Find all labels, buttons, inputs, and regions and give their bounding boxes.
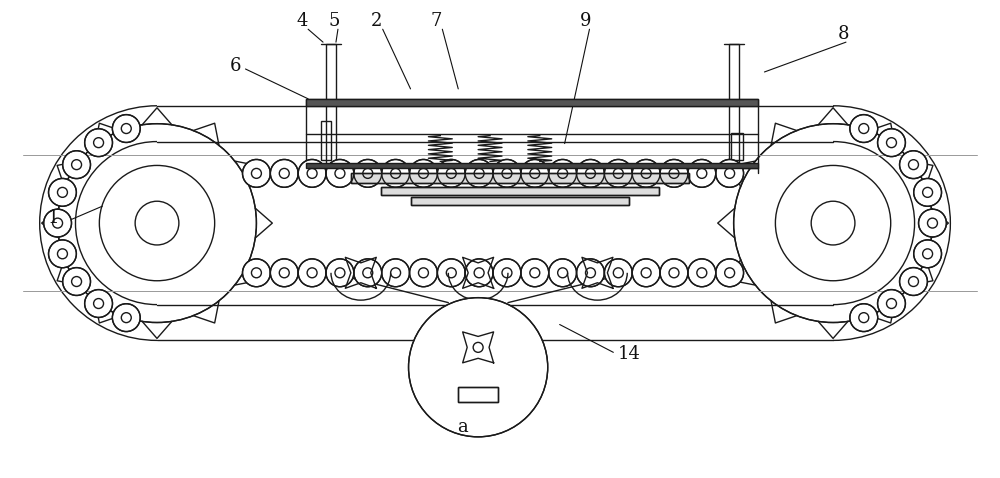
Text: 2: 2 xyxy=(371,12,382,30)
Circle shape xyxy=(270,160,298,187)
Circle shape xyxy=(493,160,521,187)
Circle shape xyxy=(521,160,549,187)
Circle shape xyxy=(878,129,905,157)
Circle shape xyxy=(577,160,604,187)
Circle shape xyxy=(63,268,90,295)
Bar xyxy=(306,99,758,106)
Circle shape xyxy=(112,115,140,142)
Circle shape xyxy=(243,160,270,187)
Text: 1: 1 xyxy=(48,209,59,227)
Circle shape xyxy=(410,160,437,187)
Bar xyxy=(381,187,659,195)
Circle shape xyxy=(112,304,140,332)
Bar xyxy=(411,197,629,205)
Circle shape xyxy=(521,259,549,287)
Text: 14: 14 xyxy=(617,345,640,363)
Circle shape xyxy=(632,160,660,187)
Circle shape xyxy=(734,124,932,323)
Circle shape xyxy=(716,259,744,287)
Circle shape xyxy=(716,160,744,187)
Circle shape xyxy=(919,209,946,237)
Bar xyxy=(351,174,689,184)
Circle shape xyxy=(914,240,942,268)
Circle shape xyxy=(465,160,493,187)
Circle shape xyxy=(326,160,354,187)
Circle shape xyxy=(63,151,90,179)
Text: 7: 7 xyxy=(430,12,442,30)
Circle shape xyxy=(850,304,878,332)
Circle shape xyxy=(243,259,270,287)
Circle shape xyxy=(549,259,577,287)
Circle shape xyxy=(900,268,927,295)
Circle shape xyxy=(437,259,465,287)
Text: 8: 8 xyxy=(838,25,850,43)
Circle shape xyxy=(914,178,942,206)
Text: 5: 5 xyxy=(329,12,340,30)
Circle shape xyxy=(850,115,878,142)
Circle shape xyxy=(660,259,688,287)
Circle shape xyxy=(270,259,298,287)
Bar xyxy=(306,163,758,168)
Circle shape xyxy=(465,259,493,287)
Circle shape xyxy=(298,259,326,287)
Text: 9: 9 xyxy=(580,12,591,30)
Circle shape xyxy=(549,160,577,187)
Text: 6: 6 xyxy=(230,57,241,75)
Circle shape xyxy=(410,259,437,287)
Circle shape xyxy=(688,259,716,287)
Bar xyxy=(458,387,498,402)
Bar xyxy=(458,387,498,402)
Bar xyxy=(731,132,743,161)
Bar xyxy=(321,120,331,161)
Circle shape xyxy=(354,160,382,187)
Circle shape xyxy=(298,160,326,187)
Circle shape xyxy=(688,160,716,187)
Bar xyxy=(326,44,336,168)
Circle shape xyxy=(604,160,632,187)
Circle shape xyxy=(85,290,112,317)
Circle shape xyxy=(632,259,660,287)
Circle shape xyxy=(354,259,382,287)
Circle shape xyxy=(85,129,112,157)
Text: 4: 4 xyxy=(296,12,308,30)
Bar xyxy=(306,99,758,168)
Circle shape xyxy=(577,259,604,287)
Circle shape xyxy=(900,151,927,179)
Circle shape xyxy=(409,298,548,437)
Bar xyxy=(351,174,689,184)
Circle shape xyxy=(382,160,410,187)
Bar xyxy=(411,197,629,205)
Circle shape xyxy=(326,259,354,287)
Circle shape xyxy=(660,160,688,187)
Circle shape xyxy=(58,124,256,323)
Circle shape xyxy=(49,178,76,206)
Circle shape xyxy=(44,209,72,237)
Circle shape xyxy=(382,259,410,287)
Circle shape xyxy=(878,290,905,317)
Circle shape xyxy=(49,240,76,268)
Bar xyxy=(729,44,739,168)
Circle shape xyxy=(493,259,521,287)
Text: a: a xyxy=(457,418,468,436)
Bar xyxy=(381,187,659,195)
Circle shape xyxy=(437,160,465,187)
Circle shape xyxy=(604,259,632,287)
